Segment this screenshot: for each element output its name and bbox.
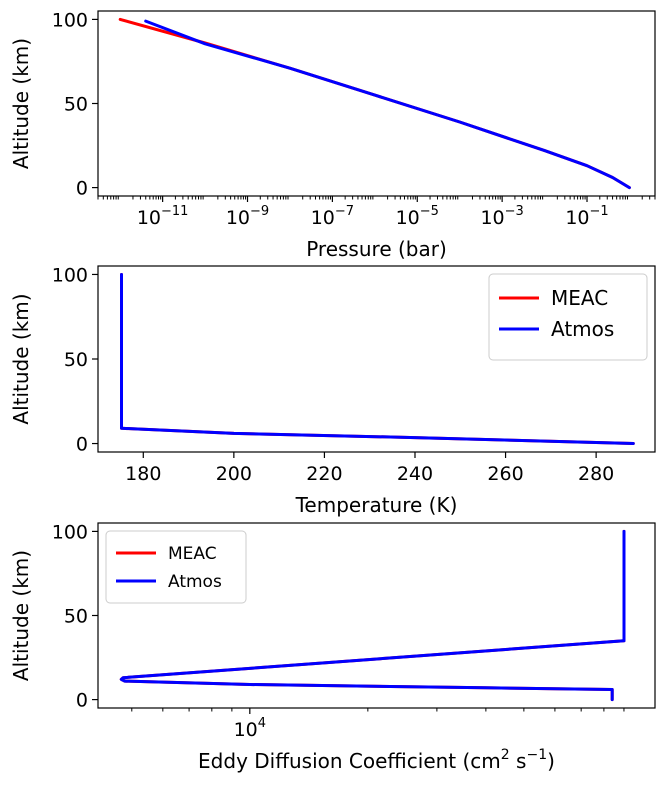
y-axis-label: Altitude (km) (9, 293, 33, 424)
x-tick-label: 200 (216, 463, 252, 485)
y-tick-label: 0 (76, 690, 88, 712)
y-tick-label: 50 (64, 349, 88, 371)
chart-panel-2: 180 200 220 240 260 280 0 50 100 Temperature (K) A… (9, 264, 655, 517)
x-tick-label: 10−7 (311, 204, 354, 229)
y-tick-label: 0 (76, 434, 88, 456)
y-tick-label: 0 (76, 178, 88, 200)
x-tick-label: 10−1 (565, 204, 608, 229)
legend-label-atmos: Atmos (551, 317, 614, 341)
series-line-atmos (146, 21, 630, 188)
axes-frame (98, 11, 655, 196)
y-tick-label: 100 (52, 264, 88, 286)
y-tick-label: 100 (52, 521, 88, 543)
y-tick-label: 50 (64, 94, 88, 116)
x-tick-label: 104 (234, 716, 266, 741)
x-axis-label: Eddy Diffusion Coefficient (cm2 s−1) (198, 747, 555, 773)
legend: MEAC Atmos (489, 274, 647, 360)
x-tick-label: 10−5 (396, 204, 439, 229)
y-axis-label: Altitude (km) (9, 550, 33, 681)
y-tick-label: 50 (64, 606, 88, 628)
x-tick-label: 240 (397, 463, 433, 485)
series-line-meac (120, 19, 629, 187)
y-tick-label: 100 (52, 9, 88, 31)
legend: MEAC Atmos (106, 531, 246, 603)
x-axis-label: Pressure (bar) (306, 237, 447, 261)
x-tick-label: 260 (487, 463, 523, 485)
legend-label-meac: MEAC (168, 544, 217, 564)
chart-panel-3: 104 0 50 100 Eddy Diffusion Coefficient (cm2… (9, 521, 655, 773)
x-tick-label: 180 (125, 463, 161, 485)
x-axis-label: Temperature (K) (295, 493, 458, 517)
legend-box (106, 531, 246, 603)
y-axis-label: Altitude (km) (9, 38, 33, 169)
legend-label-meac: MEAC (551, 286, 608, 310)
x-tick-label: 220 (306, 463, 342, 485)
x-tick-label: 10−9 (226, 204, 269, 229)
chart-panel-1: 10−11 10−9 10−7 10−5 10−3 10−1 0 50 100 Pressure … (9, 9, 655, 261)
legend-label-atmos: Atmos (168, 572, 222, 592)
x-tick-label: 280 (578, 463, 614, 485)
x-tick-label: 10−3 (480, 204, 523, 229)
x-tick-label: 10−11 (137, 204, 189, 229)
figure: 10−11 10−9 10−7 10−5 10−3 10−1 0 50 100 Pressure … (0, 0, 665, 788)
